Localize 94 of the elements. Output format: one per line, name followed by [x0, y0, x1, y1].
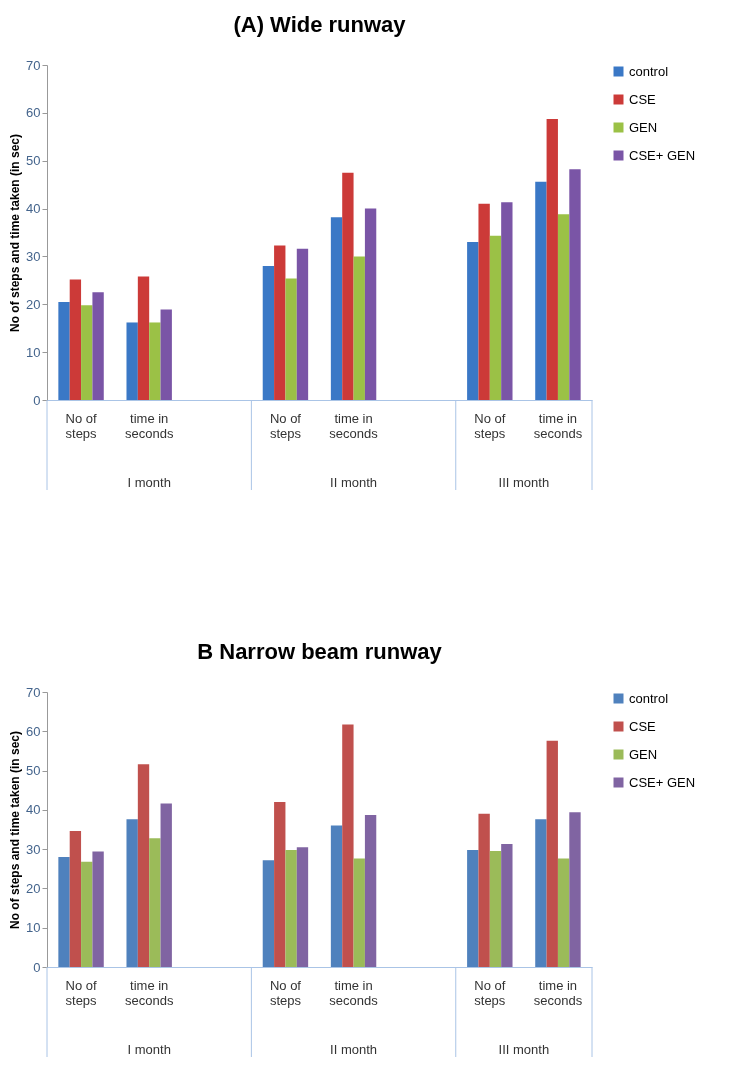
x-tick-label: No of steps	[65, 977, 98, 1008]
legend-label: CSE+ GEN	[629, 774, 696, 790]
y-tick-label: 0	[33, 392, 41, 408]
legend-label: control	[629, 690, 669, 706]
y-tick-label: 0	[33, 959, 41, 975]
bar	[137, 764, 150, 967]
bar	[69, 279, 82, 400]
x-tick-label: time in seconds	[124, 977, 174, 1008]
legend-label: CSE+ GEN	[629, 147, 696, 163]
bar	[285, 278, 297, 400]
y-tick-label: 70	[26, 684, 41, 700]
bar	[330, 825, 343, 967]
y-tick-label: 30	[26, 841, 41, 857]
bar	[364, 814, 377, 967]
y-tick-label: 20	[26, 880, 41, 896]
bar	[81, 861, 93, 967]
bar	[126, 322, 138, 400]
x-tick-label: time in seconds	[533, 410, 583, 441]
bar	[262, 266, 275, 400]
bar	[149, 838, 161, 967]
text: I month	[127, 1042, 171, 1057]
y-tick-label: 10	[26, 920, 41, 936]
y-tick-label: 60	[26, 723, 41, 739]
legend-label: CSE	[629, 91, 657, 107]
bar	[557, 858, 570, 967]
bar	[557, 214, 570, 400]
y-tick-label: 40	[26, 802, 41, 818]
chart-title: (A) Wide runway	[233, 12, 407, 37]
bar	[467, 849, 479, 967]
bar	[126, 819, 138, 967]
bar	[535, 181, 547, 400]
bar	[364, 208, 377, 400]
bar	[501, 844, 513, 967]
bar	[92, 292, 104, 400]
text: III month	[498, 475, 550, 490]
bar	[546, 740, 558, 967]
y-tick-label: 30	[26, 248, 41, 264]
bar	[489, 235, 502, 400]
bar	[467, 242, 479, 400]
bar	[342, 724, 354, 967]
bar	[137, 276, 150, 400]
bar	[353, 858, 365, 967]
bar	[285, 849, 297, 967]
bar	[92, 851, 104, 967]
bar	[69, 831, 82, 967]
bar	[58, 857, 70, 967]
legend-label: GEN	[629, 119, 658, 135]
legend-label: CSE	[629, 718, 657, 734]
x-tick-label: time in seconds	[124, 410, 174, 441]
x-tick-label: time in seconds	[533, 977, 583, 1008]
legend-label: control	[629, 63, 669, 79]
x-tick-label: No of steps	[474, 410, 506, 441]
text: II month	[330, 1042, 378, 1057]
bar	[501, 202, 513, 400]
bar	[296, 847, 309, 967]
x-tick-label: No of steps	[474, 977, 506, 1008]
bar	[489, 851, 502, 967]
x-tick-label: No of steps	[269, 410, 302, 441]
bar	[330, 217, 343, 400]
x-tick-label: No of steps	[65, 410, 98, 441]
bar	[58, 301, 70, 400]
bar	[274, 802, 286, 967]
y-tick-label: 70	[26, 57, 41, 73]
chart-title: B Narrow beam runway	[197, 639, 443, 664]
bar	[81, 305, 93, 400]
bar	[160, 803, 172, 967]
bar	[342, 172, 354, 400]
y-tick-label: 10	[26, 344, 41, 360]
text: II month	[330, 475, 378, 490]
bar	[535, 819, 547, 967]
bar	[546, 119, 558, 400]
x-tick-label: time in seconds	[329, 977, 379, 1008]
y-axis-title: No of steps and time taken (in sec)	[8, 133, 23, 333]
bar	[569, 812, 581, 967]
bar	[160, 309, 172, 400]
y-tick-label: 50	[26, 763, 41, 779]
bar	[296, 248, 309, 400]
bar	[149, 322, 161, 400]
bar	[262, 860, 275, 967]
y-tick-label: 60	[26, 105, 41, 121]
y-axis-title: No of steps and time taken (in sec)	[8, 730, 23, 930]
bar	[274, 245, 286, 400]
bar	[478, 203, 490, 400]
bar	[478, 813, 490, 967]
y-tick-label: 50	[26, 153, 41, 169]
x-tick-label: No of steps	[269, 977, 302, 1008]
bar	[569, 169, 581, 400]
y-tick-label: 20	[26, 296, 41, 312]
bar	[353, 256, 365, 400]
x-tick-label: time in seconds	[329, 410, 379, 441]
legend-label: GEN	[629, 746, 658, 762]
text: I month	[127, 475, 171, 490]
text: III month	[498, 1042, 550, 1057]
y-tick-label: 40	[26, 201, 41, 217]
